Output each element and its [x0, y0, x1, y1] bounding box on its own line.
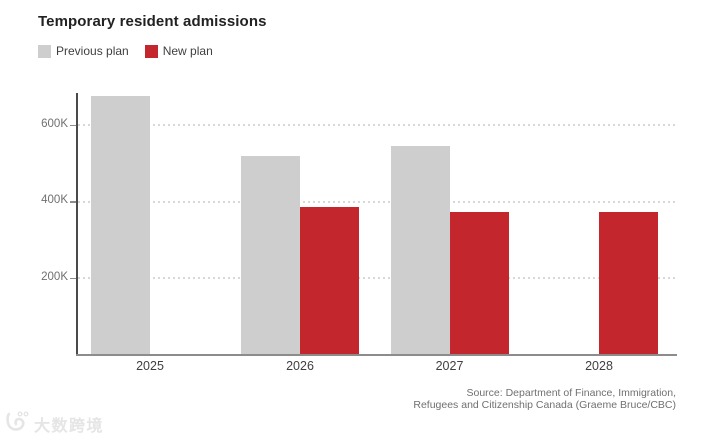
- bar-previous-plan-2026: [241, 156, 300, 354]
- gridline-400k: [77, 200, 676, 203]
- source-line-2: Refugees and Citizenship Canada (Graeme …: [413, 399, 676, 411]
- source-line-1: Source: Department of Finance, Immigrati…: [466, 387, 676, 399]
- bar-new-plan-2028: [599, 212, 658, 354]
- legend: Previous plan New plan: [38, 44, 213, 58]
- y-tick-mark-600k: [69, 124, 76, 126]
- y-tick-mark-200k: [69, 277, 76, 279]
- y-tick-mark-400k: [69, 201, 76, 203]
- legend-label: Previous plan: [56, 44, 129, 58]
- legend-item-previous-plan: Previous plan: [38, 44, 129, 58]
- y-tick-label-200k: 200K: [41, 270, 68, 283]
- bar-new-plan-2026: [300, 206, 359, 354]
- chart-title: Temporary resident admissions: [38, 13, 267, 30]
- legend-item-new-plan: New plan: [144, 44, 213, 58]
- y-axis-line: [75, 93, 78, 355]
- x-tick-label-2027: 2027: [435, 359, 464, 373]
- x-tick-label-2025: 2025: [136, 359, 164, 373]
- gridline-600k: [77, 124, 676, 126]
- legend-swatch-new-plan: [144, 44, 158, 58]
- x-tick-label-2028: 2028: [585, 359, 613, 373]
- legend-swatch-previous-plan: [38, 44, 51, 58]
- y-tick-label-600k: 600K: [41, 117, 68, 130]
- x-tick-label-2026: 2026: [286, 359, 314, 373]
- gridline-200k: [77, 277, 676, 279]
- watermark-text: 大数跨境: [34, 417, 105, 435]
- bar-new-plan-2027: [449, 212, 509, 354]
- y-tick-label-400k: 400K: [41, 194, 68, 206]
- source-note: Source: Department of Finance, Immigrati…: [413, 387, 676, 411]
- watermark: 大数跨境: [5, 410, 104, 437]
- bar-previous-plan-2025: [91, 96, 150, 354]
- legend-label: New plan: [162, 44, 213, 58]
- x-axis-line: [75, 354, 677, 356]
- watermark-logo-icon: [5, 410, 31, 437]
- bar-previous-plan-2027: [390, 146, 450, 354]
